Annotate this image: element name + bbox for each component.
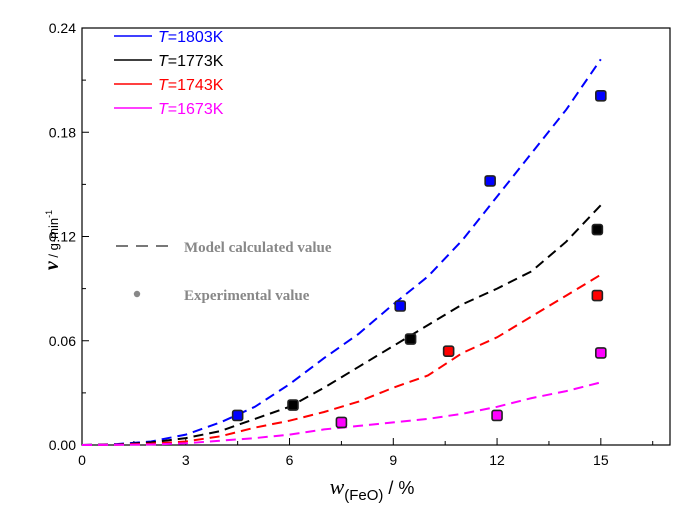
legend-var: T	[158, 77, 169, 94]
model-line	[81, 58, 602, 446]
x-label-unit: / %	[383, 478, 414, 498]
legend-item: T=1803K	[114, 29, 224, 46]
y-tick-label: 0.24	[49, 20, 76, 36]
legend-rest: =1743K	[168, 77, 224, 94]
legend-var: T	[158, 29, 169, 46]
legend-var: T	[158, 101, 169, 118]
legend-item: T=1743K	[114, 77, 224, 94]
y-tick-label: 0.00	[49, 437, 76, 453]
dot-sample	[133, 290, 141, 298]
y-label-unit: / g·min	[46, 218, 61, 261]
legend-item: T=1773K	[114, 53, 224, 70]
y-axis-label: v / g·min-1	[41, 210, 63, 270]
experimental-point	[595, 89, 607, 102]
x-axis-label: w(FeO) / %	[330, 474, 415, 504]
legend-rest: =1673K	[168, 101, 224, 118]
experimental-point	[394, 300, 407, 312]
legend-rest: =1773K	[168, 53, 224, 70]
y-axis-ticks: 0.00 0.06 0.12 0.18 0.24	[49, 20, 89, 453]
legend-var: T	[158, 53, 169, 70]
experimental-point	[491, 409, 503, 422]
y-tick-label: 0.12	[49, 229, 76, 245]
legend-label-1773: T=1773K	[158, 53, 224, 70]
legend-item: T=1673K	[114, 101, 224, 118]
experimental-point	[484, 175, 496, 187]
x-tick-label: 3	[182, 452, 190, 468]
legend: T=1803K T=1773K T=1743K T=1673K	[114, 29, 224, 118]
x-label-sub: (FeO)	[344, 487, 383, 504]
line-style-notes: Model calculated value Experimental valu…	[116, 240, 332, 304]
experimental-point	[404, 333, 417, 345]
experimental-point	[287, 399, 299, 411]
model-line	[81, 204, 602, 446]
y-label-main: v	[41, 260, 63, 270]
x-tick-label: 9	[389, 452, 397, 468]
model-lines	[81, 58, 602, 446]
x-tick-label: 15	[593, 452, 609, 468]
y-tick-label: 0.06	[49, 333, 76, 349]
x-tick-label: 12	[489, 452, 505, 468]
model-line	[81, 273, 602, 446]
experimental-point	[442, 345, 455, 357]
x-tick-label: 6	[286, 452, 294, 468]
legend-label-1803: T=1803K	[158, 29, 224, 46]
experimental-point	[595, 347, 607, 359]
experimental-point	[591, 223, 604, 236]
x-tick-label: 0	[78, 452, 86, 468]
experimental-point	[231, 409, 244, 422]
model-note-label: Model calculated value	[184, 240, 332, 256]
y-label-sup: -1	[44, 210, 54, 218]
experimental-note-label: Experimental value	[184, 288, 310, 304]
model-line	[81, 381, 602, 446]
legend-label-1673: T=1673K	[158, 101, 224, 118]
experimental-points	[231, 89, 607, 429]
legend-label-1743: T=1743K	[158, 77, 224, 94]
experimental-point	[591, 289, 604, 302]
y-axis-label-text: v / g·min-1	[41, 210, 63, 270]
x-label-main: w	[330, 474, 345, 499]
legend-rest: =1803K	[168, 29, 224, 46]
y-tick-label: 0.18	[49, 124, 76, 140]
experimental-point	[335, 416, 348, 429]
